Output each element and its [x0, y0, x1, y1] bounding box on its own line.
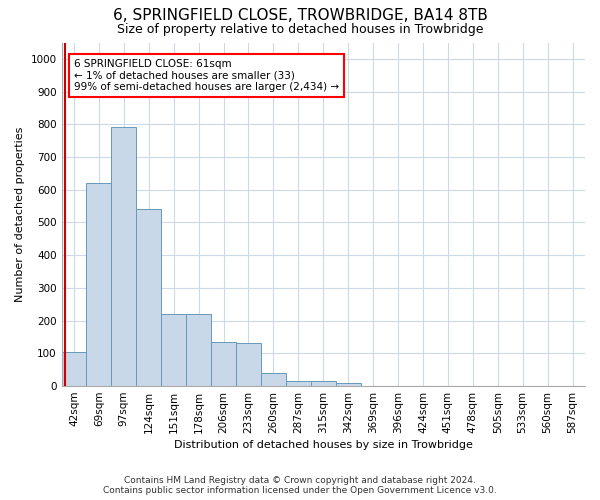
Y-axis label: Number of detached properties: Number of detached properties [15, 126, 25, 302]
Bar [311, 382, 336, 386]
Text: Size of property relative to detached houses in Trowbridge: Size of property relative to detached ho… [117, 22, 483, 36]
Bar [136, 209, 161, 386]
Text: 6, SPRINGFIELD CLOSE, TROWBRIDGE, BA14 8TB: 6, SPRINGFIELD CLOSE, TROWBRIDGE, BA14 8… [113, 8, 487, 22]
Bar [336, 383, 361, 386]
Bar [161, 314, 186, 386]
Bar [86, 183, 112, 386]
Bar [211, 342, 236, 386]
Bar [286, 381, 311, 386]
Bar [236, 342, 261, 386]
Text: 6 SPRINGFIELD CLOSE: 61sqm
← 1% of detached houses are smaller (33)
99% of semi-: 6 SPRINGFIELD CLOSE: 61sqm ← 1% of detac… [74, 59, 339, 92]
X-axis label: Distribution of detached houses by size in Trowbridge: Distribution of detached houses by size … [174, 440, 473, 450]
Bar [261, 372, 286, 386]
Text: Contains HM Land Registry data © Crown copyright and database right 2024.
Contai: Contains HM Land Registry data © Crown c… [103, 476, 497, 495]
Bar [186, 314, 211, 386]
Bar [62, 352, 86, 386]
Bar [112, 126, 136, 386]
